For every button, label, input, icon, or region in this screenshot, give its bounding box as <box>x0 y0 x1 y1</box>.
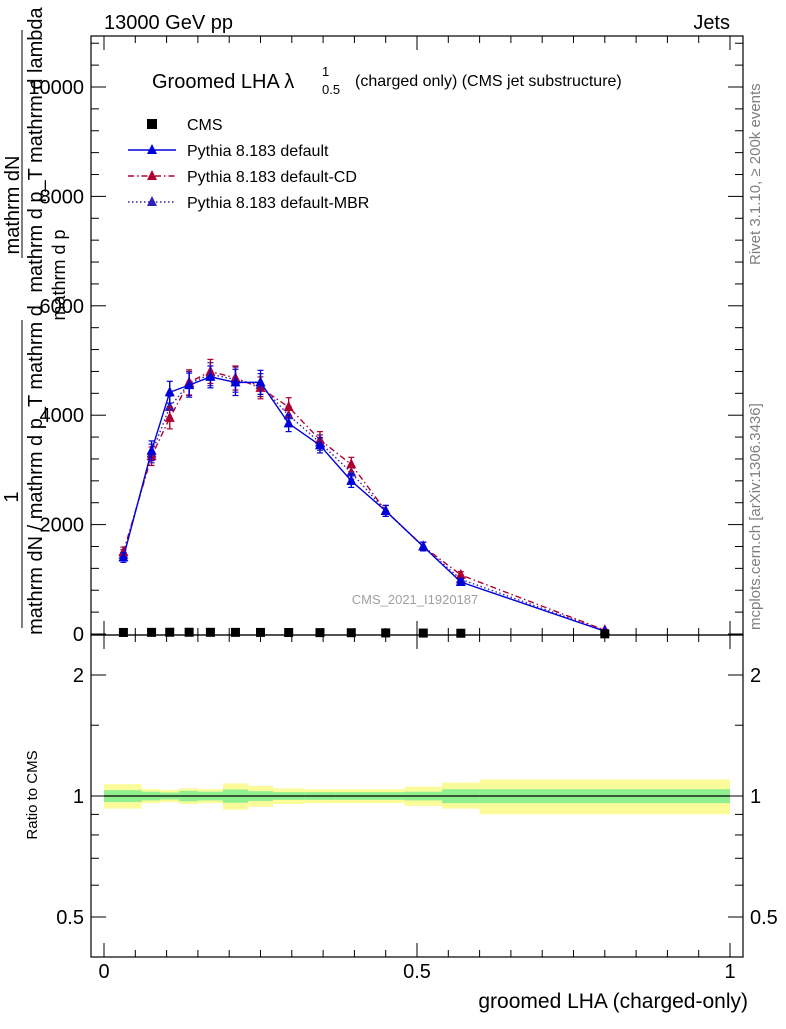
ratio-y-tick-label: 0.5 <box>56 907 84 929</box>
title-subscript: 0.5 <box>322 82 340 97</box>
y-axis-label: 1 mathrm dN mathrm d p_T mathrm d lambda… <box>1 6 69 634</box>
data-point <box>455 576 466 587</box>
title-superscript: 1 <box>322 64 329 79</box>
legend-item-pythia-default: Pythia 8.183 default <box>128 143 329 160</box>
legend: CMS Pythia 8.183 default Pythia 8.183 de… <box>128 117 369 212</box>
data-point <box>346 474 357 485</box>
title-rest: (charged only) (CMS jet substructure) <box>355 73 622 90</box>
cms-data-point <box>418 628 428 638</box>
cms-data-point <box>315 628 325 638</box>
series-line-1 <box>122 376 606 632</box>
y-label-line1: mathrm dN <box>2 156 24 255</box>
legend-item-pythia-cd: Pythia 8.183 default-CD <box>128 169 357 186</box>
x-tick-label: 1 <box>724 961 735 983</box>
cms-data-point <box>256 627 265 637</box>
ratio-y-tick-label: 1 <box>73 786 84 808</box>
y-tick-label: 4000 <box>40 405 85 427</box>
ratio-y-tick-label-right: 2 <box>750 665 761 687</box>
legend-item-cms: CMS <box>147 117 223 134</box>
main-plot: 0 2000 4000 6000 8000 10000 <box>28 36 743 646</box>
y-tick-label: 0 <box>73 624 84 646</box>
cms-data-point <box>381 628 391 638</box>
data-point <box>164 386 175 397</box>
ratio-plot: 0 0.5 1 0.5 0.5 1 1 2 2 <box>56 635 778 983</box>
data-point <box>283 400 294 411</box>
cms-data-point <box>600 629 610 639</box>
ratio-y-tick-label: 2 <box>73 665 84 687</box>
process-label: Jets <box>693 12 730 34</box>
svg-text:Groomed LHA λ: Groomed LHA λ <box>152 71 294 93</box>
y-tick-label: 8000 <box>40 186 85 208</box>
data-point <box>255 376 266 387</box>
data-point <box>346 458 357 469</box>
svg-text:CMS: CMS <box>187 117 223 134</box>
title-main: Groomed LHA λ <box>152 71 294 93</box>
rivet-label: Rivet 3.1.10, ≥ 200k events <box>747 83 764 265</box>
svg-text:Pythia 8.183 default-MBR: Pythia 8.183 default-MBR <box>187 195 369 212</box>
plot-title: Groomed LHA λ 1 0.5 (charged only) (CMS … <box>152 64 622 97</box>
analysis-id: CMS_2021_I1920187 <box>352 592 479 607</box>
y-label-numerator: 1 <box>1 491 23 502</box>
x-axis-label: groomed LHA (charged-only) <box>478 990 748 1013</box>
cms-data-point <box>205 627 215 637</box>
data-point <box>418 540 429 551</box>
data-point <box>283 417 294 428</box>
data-point <box>164 411 175 422</box>
y-label-line3: mathrm dN / mathrm d p_T mathrm d <box>25 305 47 635</box>
data-point <box>118 545 129 556</box>
x-tick-label: 0.5 <box>403 961 431 983</box>
data-point <box>184 379 195 390</box>
y-label-line4: mathrm d p <box>49 229 69 320</box>
svg-text:Pythia 8.183 default-CD: Pythia 8.183 default-CD <box>187 169 357 186</box>
data-point <box>455 568 466 579</box>
legend-item-pythia-mbr: Pythia 8.183 default-MBR <box>128 195 369 212</box>
cms-data-point <box>147 627 157 637</box>
series-line-2 <box>122 370 606 631</box>
data-point <box>205 370 216 381</box>
y-tick-label: 10000 <box>28 77 84 99</box>
data-point <box>314 439 325 450</box>
data-point <box>146 444 157 455</box>
data-point <box>230 376 241 387</box>
energy-label: 13000 GeV pp <box>104 12 233 34</box>
cms-data-point <box>230 627 240 637</box>
mcplots-label: mcplots.cern.ch [arXiv:1306.3436] <box>747 403 764 630</box>
data-point <box>380 504 391 515</box>
data-point <box>118 551 129 562</box>
cms-data-point <box>118 627 128 637</box>
ratio-y-label: Ratio to CMS <box>24 750 41 839</box>
x-tick-label: 0 <box>98 961 109 983</box>
svg-text:Pythia 8.183 default: Pythia 8.183 default <box>187 143 329 160</box>
ratio-y-tick-label-right: 1 <box>750 786 761 808</box>
y-label-line2: mathrm d p_T mathrm d lambda <box>25 6 47 292</box>
data-point <box>164 400 175 411</box>
cms-data-point <box>184 627 194 637</box>
y-tick-label: 2000 <box>40 515 85 537</box>
cms-data-point <box>165 627 175 637</box>
cms-data-point <box>456 628 466 638</box>
cms-data-point <box>346 628 356 638</box>
y-tick-label: 6000 <box>40 296 85 318</box>
ratio-y-tick-label-right: 0.5 <box>750 907 778 929</box>
cms-data-point <box>284 628 294 638</box>
